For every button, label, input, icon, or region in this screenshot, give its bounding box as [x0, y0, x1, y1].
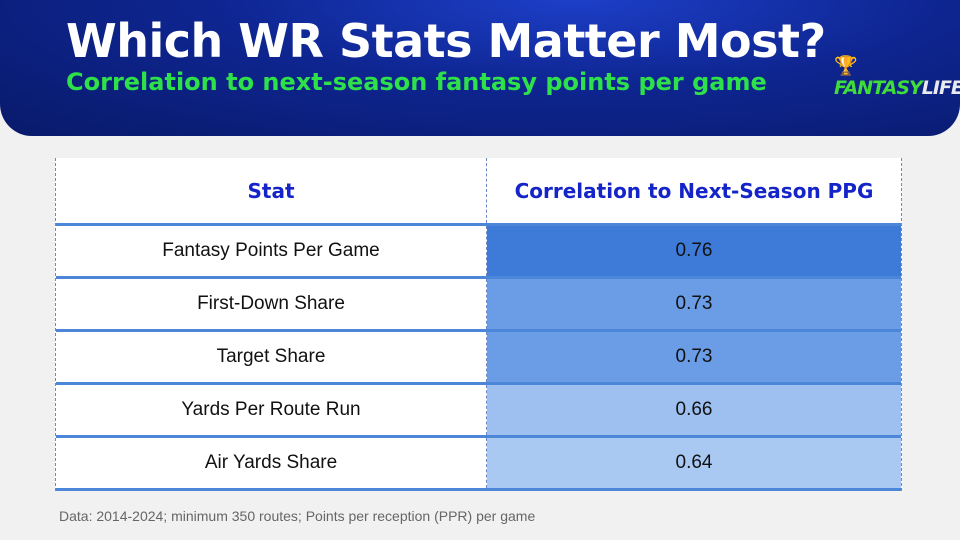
table-header: Stat Correlation to Next-Season PPG — [56, 158, 901, 226]
fantasylife-logo: 🏆FANTASYLIFE — [834, 55, 960, 99]
table-row: Fantasy Points Per Game 0.76 — [56, 226, 901, 279]
table-row: Target Share 0.73 — [56, 332, 901, 385]
correlation-value: 0.76 — [487, 226, 901, 276]
table-row: First-Down Share 0.73 — [56, 279, 901, 332]
header-banner: Which WR Stats Matter Most? Correlation … — [0, 0, 960, 136]
footnote: Data: 2014-2024; minimum 350 routes; Poi… — [59, 508, 536, 524]
page-title: Which WR Stats Matter Most? — [66, 14, 826, 68]
stats-table: Stat Correlation to Next-Season PPG Fant… — [55, 158, 902, 491]
correlation-value: 0.73 — [487, 332, 901, 382]
stat-name: Yards Per Route Run — [56, 385, 487, 435]
column-header-stat: Stat — [56, 158, 487, 223]
column-header-correlation: Correlation to Next-Season PPG — [514, 178, 874, 203]
correlation-value: 0.73 — [487, 279, 901, 329]
table-row: Air Yards Share 0.64 — [56, 438, 901, 491]
table-row: Yards Per Route Run 0.66 — [56, 385, 901, 438]
correlation-value: 0.64 — [487, 438, 901, 488]
correlation-value: 0.66 — [487, 385, 901, 435]
stat-name: First-Down Share — [56, 279, 487, 329]
trophy-icon: 🏆 — [834, 55, 858, 77]
page-subtitle: Correlation to next-season fantasy point… — [66, 68, 767, 96]
stat-name: Air Yards Share — [56, 438, 487, 488]
stat-name: Fantasy Points Per Game — [56, 226, 487, 276]
stat-name: Target Share — [56, 332, 487, 382]
